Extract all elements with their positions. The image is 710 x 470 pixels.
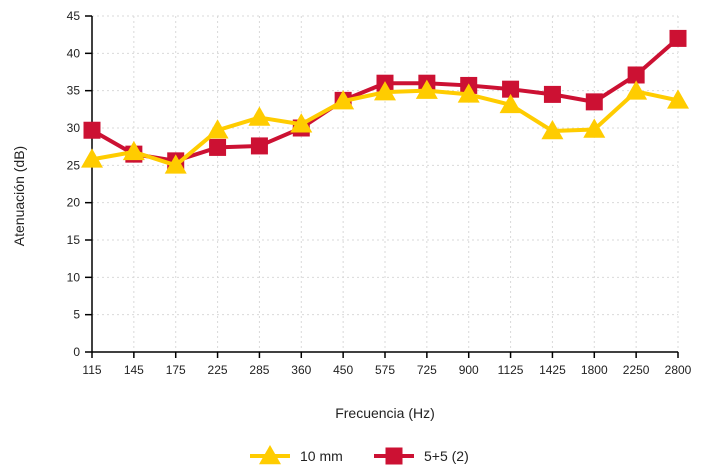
y-axis-title: Atenuación (dB) — [11, 146, 27, 246]
data-point — [543, 85, 561, 103]
x-tick-label: 145 — [124, 363, 144, 377]
x-tick-label: 175 — [166, 363, 186, 377]
data-point — [374, 81, 396, 101]
y-tick-label: 30 — [67, 121, 81, 135]
x-tick-label: 225 — [208, 363, 228, 377]
x-tick-label: 1125 — [498, 363, 524, 377]
legend-marker — [385, 447, 403, 465]
data-point — [541, 119, 564, 140]
y-tick-label: 25 — [67, 158, 81, 172]
legend-label: 5+5 (2) — [424, 448, 469, 464]
y-tick-label: 20 — [67, 196, 81, 210]
data-point — [248, 106, 271, 126]
series-layer — [81, 29, 689, 174]
legend-item: 5+5 (2) — [374, 447, 469, 465]
data-point — [164, 154, 187, 174]
x-tick-label: 575 — [375, 363, 395, 377]
x-tick-label: 2250 — [623, 363, 650, 377]
data-point — [122, 140, 145, 161]
data-point — [250, 137, 268, 155]
y-tick-label: 15 — [67, 233, 81, 247]
y-tick-label: 10 — [67, 270, 81, 284]
y-tick-label: 35 — [67, 84, 81, 98]
data-point — [585, 93, 603, 111]
ticks: 0 5 10 15 20 25 30 35 40 45 115 145 175 225 285 360 450 5… — [67, 9, 692, 377]
data-point — [209, 138, 227, 156]
data-point — [332, 90, 355, 110]
x-tick-label: 2800 — [665, 363, 692, 377]
data-point — [81, 148, 103, 168]
data-point — [83, 121, 101, 139]
data-point — [457, 83, 480, 103]
data-point — [625, 80, 648, 100]
x-tick-label: 360 — [291, 363, 311, 377]
x-tick-label: 900 — [459, 363, 479, 377]
x-tick-label: 115 — [82, 363, 101, 377]
data-point — [627, 66, 645, 84]
data-point — [290, 113, 313, 133]
y-tick-label: 0 — [73, 345, 80, 359]
x-tick-label: 725 — [417, 363, 437, 377]
series-triangle — [81, 79, 689, 174]
data-point — [499, 93, 522, 114]
legend-marker — [259, 445, 281, 465]
grid — [92, 15, 679, 352]
data-point — [415, 79, 438, 99]
y-tick-label: 45 — [67, 9, 81, 23]
y-tick-label: 40 — [67, 46, 81, 60]
x-tick-label: 1425 — [539, 363, 566, 377]
legend: 10 mm 5+5 (2) — [250, 445, 469, 465]
y-tick-label: 5 — [73, 308, 80, 322]
legend-label: 10 mm — [300, 448, 343, 464]
data-point — [502, 80, 520, 98]
data-point — [667, 89, 689, 109]
data-point — [206, 119, 229, 139]
legend-item: 10 mm — [250, 445, 343, 465]
data-point — [669, 29, 687, 47]
x-tick-label: 285 — [249, 363, 269, 377]
x-tick-label: 450 — [333, 363, 353, 377]
data-point — [583, 118, 606, 138]
x-axis-title: Frecuencia (Hz) — [335, 405, 435, 421]
x-tick-label: 1800 — [581, 363, 608, 377]
